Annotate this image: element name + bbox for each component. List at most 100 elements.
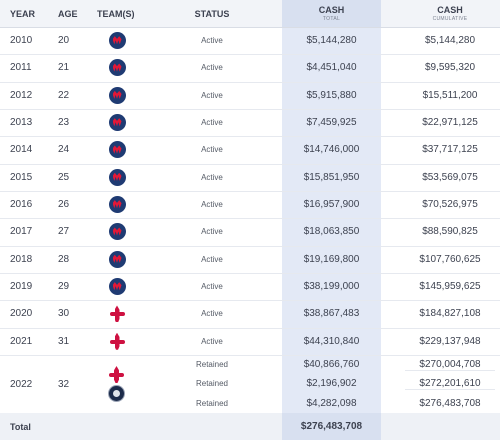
cumulative-value: $272,201,610	[405, 378, 495, 391]
cash-total-header[interactable]: CASH TOTAL	[282, 0, 381, 27]
cumulative-value: $276,483,708	[419, 398, 481, 410]
cash-cumulative-cell: $9,595,320	[424, 62, 476, 74]
cumulative-value: $270,004,708	[405, 359, 495, 371]
team-cell	[106, 300, 128, 327]
status-cell: Active	[201, 172, 223, 182]
cash-total-cell: $7,459,925	[306, 117, 357, 129]
rockets-logo-icon[interactable]	[109, 305, 126, 322]
wizards-logo-icon[interactable]	[108, 141, 126, 159]
cash-cumulative-cell: $22,971,125	[422, 117, 478, 129]
rockets-logo-icon[interactable]	[109, 333, 126, 350]
wizards-logo-icon[interactable]	[108, 168, 126, 186]
age-cell: 23	[58, 117, 70, 129]
year-cell: 2021	[10, 335, 33, 347]
status-cell: Active	[201, 36, 223, 46]
age-cell: 32	[58, 378, 70, 390]
status-cell: Active	[201, 254, 223, 264]
age-header[interactable]: AGE	[58, 8, 78, 19]
age-cell: 22	[58, 89, 70, 101]
team-cell	[106, 273, 128, 300]
status-header[interactable]: STATUS	[194, 8, 230, 19]
nets-logo-icon[interactable]	[108, 385, 125, 402]
status-cell: Active	[201, 200, 223, 210]
cash-total-header-sub: TOTAL	[322, 16, 341, 22]
team-cell	[106, 246, 128, 273]
year-cell: 2014	[10, 144, 33, 156]
cash-total-cell: $40,866,760 $2,196,902 $4,282,098	[282, 355, 381, 413]
status-cell: Active	[201, 336, 223, 346]
table-row-2022: 2022 32 Retained Retained Retained $40,8…	[0, 355, 500, 414]
age-cell: 27	[58, 226, 70, 238]
cash-value: $40,866,760	[303, 359, 360, 371]
wizards-logo-icon[interactable]	[108, 86, 126, 104]
team-cell	[106, 218, 128, 245]
cash-cumulative-header[interactable]: CASH CUMULATIVE	[405, 0, 495, 27]
table-row: 2018 28 Active $19,169,800 $107,760,625	[0, 246, 500, 274]
year-cell: 2011	[10, 62, 32, 74]
table-header: YEAR AGE TEAM(S) STATUS CASH TOTAL CASH …	[0, 0, 500, 28]
table-row: 2020 30 Active $38,867,483 $184,827,108	[0, 300, 500, 329]
wizards-logo-icon[interactable]	[108, 32, 126, 50]
age-cell: 26	[58, 199, 70, 211]
age-cell: 30	[58, 308, 70, 320]
team-cell	[108, 355, 126, 413]
cash-total-cell: $5,915,880	[306, 89, 357, 101]
table-row: 2019 29 Active $38,199,000 $145,959,625	[0, 273, 500, 302]
cash-value: $4,282,098	[306, 397, 357, 409]
cash-total-cell: $18,063,850	[303, 226, 360, 238]
year-cell: 2020	[10, 308, 33, 320]
status-cell: Active	[201, 227, 223, 237]
cash-cumulative-cell: $270,004,708 $272,201,610 $276,483,708	[405, 355, 495, 413]
status-label: Retained	[195, 379, 229, 389]
status-cell: Active	[201, 63, 223, 73]
age-cell: 29	[58, 281, 70, 293]
table-row: 2014 24 Active $14,746,000 $37,717,125	[0, 136, 500, 165]
wizards-logo-icon[interactable]	[108, 250, 126, 268]
cash-total-cell: $5,144,280	[306, 35, 357, 47]
wizards-logo-icon[interactable]	[108, 59, 126, 77]
cash-total-cell: $16,957,900	[303, 199, 360, 211]
age-cell: 20	[58, 35, 70, 47]
year-cell: 2010	[10, 35, 33, 47]
cash-total-cell: $44,310,840	[303, 335, 360, 347]
table-row: 2021 31 Active $44,310,840 $229,137,948	[0, 328, 500, 356]
status-cell: Active	[201, 282, 223, 292]
cash-total-header-label: CASH	[318, 5, 345, 15]
table-row: 2011 21 Active $4,451,040 $9,595,320	[0, 54, 500, 83]
wizards-logo-icon[interactable]	[108, 223, 126, 241]
team-cell	[106, 191, 128, 218]
status-cell: Active	[201, 90, 223, 100]
team-cell	[106, 27, 128, 54]
team-cell	[106, 136, 128, 163]
cash-cumulative-header-sub: CUMULATIVE	[432, 16, 468, 22]
year-cell: 2012	[10, 89, 33, 101]
year-cell: 2019	[10, 281, 33, 293]
year-cell: 2016	[10, 199, 33, 211]
wizards-logo-icon[interactable]	[108, 278, 126, 296]
age-cell: 31	[58, 335, 70, 347]
cash-cumulative-cell: $5,144,280	[424, 35, 476, 47]
year-cell: 2015	[10, 171, 33, 183]
wizards-logo-icon[interactable]	[108, 114, 126, 132]
status-cell: Retained Retained Retained	[186, 355, 238, 413]
table-row: 2016 26 Active $16,957,900 $70,526,975	[0, 191, 500, 220]
cash-value: $2,196,902	[306, 378, 357, 390]
cash-cumulative-cell: $229,137,948	[419, 335, 481, 347]
cash-cumulative-cell: $107,760,625	[419, 253, 481, 265]
teams-header[interactable]: TEAM(S)	[97, 8, 135, 19]
age-cell: 25	[58, 171, 70, 183]
wizards-logo-icon[interactable]	[108, 196, 126, 214]
year-cell: 2017	[10, 226, 33, 238]
team-cell	[106, 54, 128, 81]
age-cell: 24	[58, 144, 70, 156]
cash-total-cell: $19,169,800	[303, 253, 360, 265]
cash-cumulative-cell: $37,717,125	[422, 144, 478, 156]
status-label: Retained	[195, 360, 229, 370]
table-row: 2017 27 Active $18,063,850 $88,590,825	[0, 218, 500, 247]
year-header[interactable]: YEAR	[10, 8, 36, 19]
total-row: Total $276,483,708	[0, 413, 500, 440]
rockets-logo-icon[interactable]	[108, 366, 125, 383]
team-cell	[106, 109, 128, 136]
age-cell: 28	[58, 253, 70, 265]
